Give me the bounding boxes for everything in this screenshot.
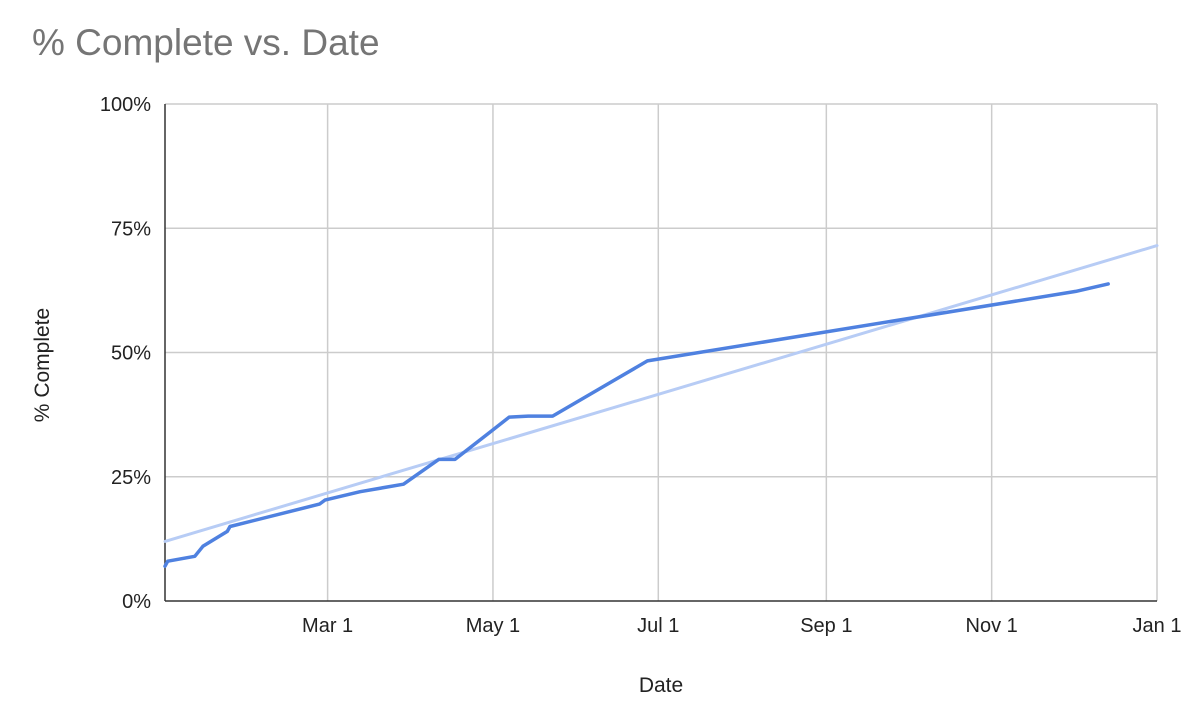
series-line-percent-complete: [163, 282, 1110, 568]
y-tick-label: 50%: [111, 343, 151, 365]
x-tick-label: Jan 1: [1133, 615, 1182, 637]
x-tick-label: Mar 1: [302, 615, 353, 637]
y-axis-title: % Complete: [31, 308, 54, 422]
x-tick-label: May 1: [466, 615, 520, 637]
y-tick-label: 75%: [111, 218, 151, 240]
y-tick-label: 25%: [111, 467, 151, 489]
y-tick-label: 0%: [122, 591, 151, 613]
chart-title: % Complete vs. Date: [32, 22, 380, 63]
gridlines: [165, 103, 1158, 601]
x-tick-label: Jul 1: [637, 615, 679, 637]
y-tick-label: 100%: [100, 94, 151, 116]
x-tick-label: Sep 1: [800, 615, 852, 637]
x-axis-title: Date: [639, 674, 683, 697]
series-line-trendline: [163, 244, 1159, 543]
x-tick-label: Nov 1: [966, 615, 1018, 637]
